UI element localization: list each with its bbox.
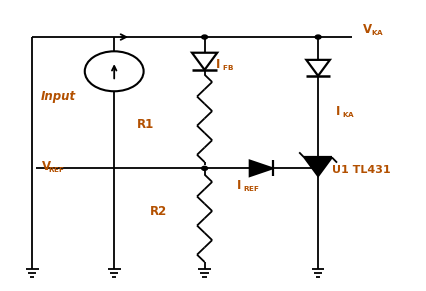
Polygon shape [250,160,273,176]
Text: $\mathbf{_{KA}}$: $\mathbf{_{KA}}$ [371,28,384,38]
Polygon shape [304,157,332,176]
Circle shape [315,35,321,39]
Text: $\mathbf{_{REF}}$: $\mathbf{_{REF}}$ [243,184,260,194]
Circle shape [201,35,207,39]
Text: Input: Input [40,91,76,104]
Text: R1: R1 [137,118,154,131]
Text: $\mathbf{_{REF}}$: $\mathbf{_{REF}}$ [48,165,65,175]
Circle shape [201,166,207,170]
Text: $\mathbf{I}$: $\mathbf{I}$ [236,179,242,192]
Text: U1 TL431: U1 TL431 [331,165,390,175]
Text: $\mathbf{I}$: $\mathbf{I}$ [335,105,340,118]
Text: $\mathbf{V}$: $\mathbf{V}$ [40,160,52,173]
Text: $\mathbf{V}$: $\mathbf{V}$ [362,23,373,36]
Text: $\mathbf{_{FB}}$: $\mathbf{_{FB}}$ [222,63,234,72]
Text: $\mathbf{I}$: $\mathbf{I}$ [215,58,220,71]
Text: R2: R2 [150,205,167,218]
Text: $\mathbf{_{KA}}$: $\mathbf{_{KA}}$ [342,110,355,120]
